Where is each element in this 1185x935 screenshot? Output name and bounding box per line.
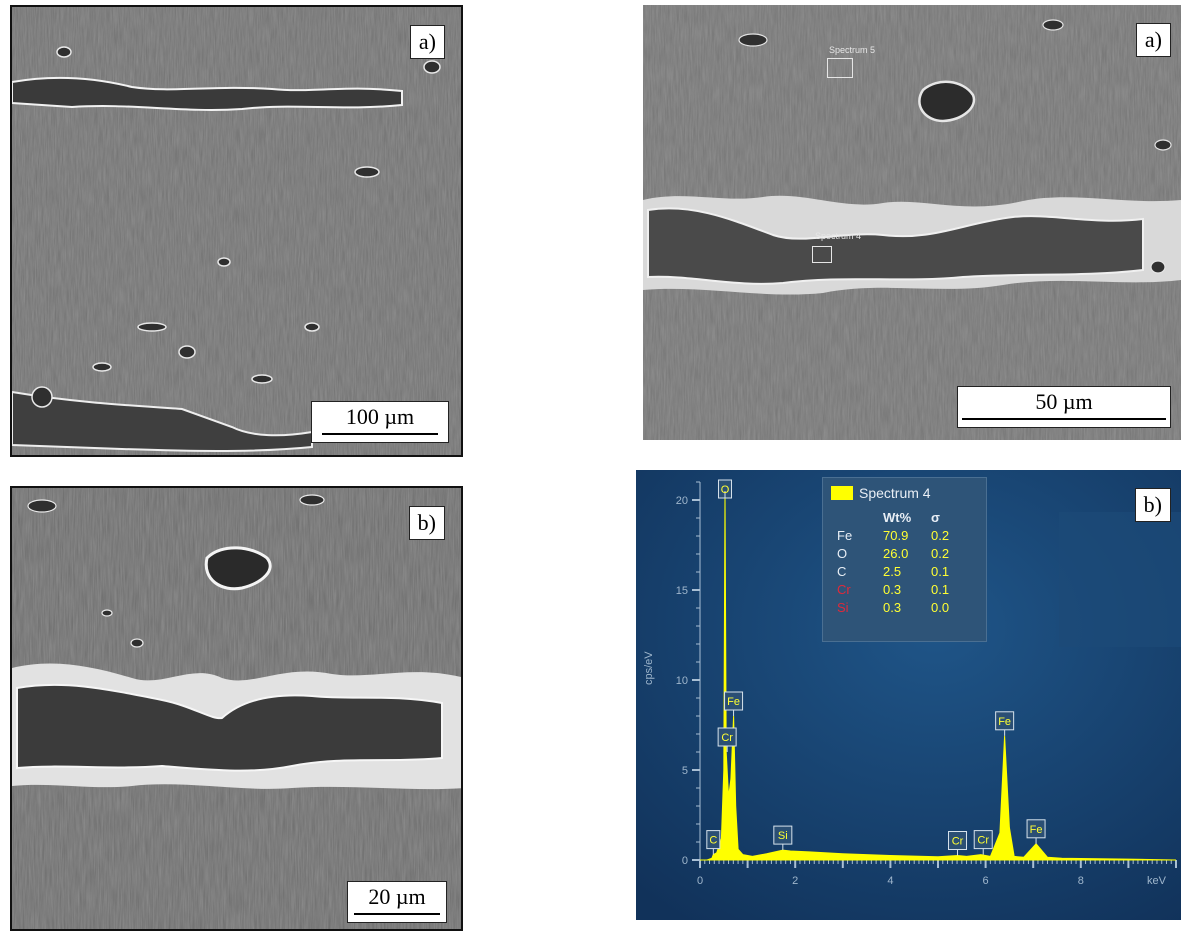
wear-scar-band bbox=[12, 663, 461, 790]
wt-cell: 70.9 bbox=[883, 527, 909, 543]
scale-bar-label: 50 µm bbox=[1035, 389, 1093, 414]
sem-texture-top-right bbox=[643, 5, 1181, 440]
peak-label-text: Fe bbox=[998, 716, 1011, 728]
wt-cell: 0.3 bbox=[883, 599, 902, 615]
scale-bar-line bbox=[354, 913, 440, 915]
element-cell: O bbox=[837, 545, 848, 561]
composition-header-row: Wt% σ bbox=[837, 508, 979, 526]
y-tick-label: 5 bbox=[682, 765, 688, 777]
peak-label: Si bbox=[773, 825, 793, 851]
element-cell: Cr bbox=[837, 581, 851, 597]
peak-label-text: Cr bbox=[952, 836, 964, 848]
peak-label-text: Cr bbox=[977, 835, 989, 847]
spectrum-5-label: Spectrum 5 bbox=[829, 45, 876, 55]
y-tick-label: 15 bbox=[676, 585, 688, 597]
panel-tag-b: b) bbox=[1134, 488, 1171, 522]
y-tick-label: 20 bbox=[676, 495, 688, 507]
peak-label-box bbox=[973, 830, 993, 850]
scale-bar-line bbox=[962, 418, 1166, 420]
sem-texture-top-left bbox=[12, 7, 461, 455]
peak-label-text: Si bbox=[778, 830, 788, 842]
element-cell: Si bbox=[837, 599, 849, 615]
wear-scar-bottom-band bbox=[12, 390, 313, 452]
sem-image-bottom-left: b) 20 µm bbox=[10, 486, 463, 931]
composition-row: C 2.5 0.1 bbox=[837, 562, 979, 580]
sem-image-top-left: a) 100 µm bbox=[10, 5, 463, 457]
spectrum-4-label: Spectrum 4 bbox=[815, 231, 862, 241]
spectrum-5-box bbox=[827, 58, 853, 78]
wear-debris-spots bbox=[27, 494, 325, 648]
peak-label: C bbox=[706, 830, 721, 855]
sem-texture-bottom-left bbox=[12, 488, 461, 929]
scale-bar: 50 µm bbox=[957, 386, 1171, 428]
peak-label-box bbox=[773, 825, 793, 845]
legend-title: Spectrum 4 bbox=[859, 485, 931, 501]
sigma-cell: 0.0 bbox=[931, 599, 950, 615]
peak-label: Fe bbox=[724, 691, 744, 716]
spectrum-4-box bbox=[812, 246, 832, 263]
scale-bar-label: 20 µm bbox=[368, 884, 426, 909]
scale-bar: 20 µm bbox=[347, 881, 447, 923]
wear-scar-top-band bbox=[12, 76, 403, 111]
y-tick-label: 10 bbox=[676, 675, 688, 687]
wear-debris-spots bbox=[31, 46, 441, 408]
peak-label-box bbox=[706, 830, 721, 850]
scale-bar: 100 µm bbox=[311, 401, 449, 443]
peak-label-text: Fe bbox=[1030, 824, 1043, 836]
panel-tag-b: b) bbox=[408, 506, 445, 540]
wear-pit bbox=[204, 546, 272, 591]
peak-label: O bbox=[717, 479, 732, 499]
composition-row: Cr 0.3 0.1 bbox=[837, 580, 979, 598]
panel-tag-a: a) bbox=[409, 25, 445, 59]
eds-spectrum-chart: 0 5 10 15 20 0 2 4 6 8 keV O Fe Cr C Si Cr Cr Fe Fe cps/eV bbox=[636, 470, 1181, 920]
composition-row: O 26.0 0.2 bbox=[837, 544, 979, 562]
sigma-cell: 0.1 bbox=[931, 581, 950, 597]
panel-tag-a: a) bbox=[1135, 23, 1171, 57]
y-tick-label: 0 bbox=[682, 855, 688, 867]
sigma-cell: 0.2 bbox=[931, 527, 950, 543]
y-axis-label: cps/eV bbox=[643, 651, 655, 685]
peak-label: Cr bbox=[717, 727, 737, 752]
peak-label: Fe bbox=[995, 711, 1015, 736]
wear-pit bbox=[918, 80, 976, 123]
peak-label-text: O bbox=[721, 484, 730, 496]
legend-swatch bbox=[831, 486, 853, 500]
peak-label: Cr bbox=[973, 830, 993, 855]
composition-row: Si 0.3 0.0 bbox=[837, 598, 979, 616]
scale-bar-line bbox=[322, 433, 438, 435]
wt-cell: 2.5 bbox=[883, 563, 902, 579]
x-tick-label: 2 bbox=[792, 875, 798, 887]
spectrum-area bbox=[700, 490, 1177, 861]
eds-legend: Spectrum 4 Wt% σ Fe 70.9 0.2 O 26.0 0.2 C 2.5 0.… bbox=[822, 477, 987, 642]
col-element bbox=[837, 508, 883, 526]
x-axis-unit: keV bbox=[1147, 875, 1167, 887]
wear-debris-spots bbox=[738, 19, 1172, 274]
col-sigma: σ bbox=[931, 509, 940, 525]
composition-row: Fe 70.9 0.2 bbox=[837, 526, 979, 544]
composition-table: Wt% σ Fe 70.9 0.2 O 26.0 0.2 C 2.5 0.1 Cr 0.3 0.1 Si… bbox=[837, 508, 979, 616]
wear-scar-band bbox=[643, 195, 1181, 295]
peak-label: Cr bbox=[948, 831, 968, 856]
col-wt: Wt% bbox=[883, 509, 912, 525]
peak-label-text: Fe bbox=[727, 696, 740, 708]
element-cell: C bbox=[837, 563, 847, 579]
sigma-cell: 0.2 bbox=[931, 545, 950, 561]
wt-cell: 26.0 bbox=[883, 545, 909, 561]
x-tick-label: 0 bbox=[697, 875, 703, 887]
sigma-cell: 0.1 bbox=[931, 563, 950, 579]
wt-cell: 0.3 bbox=[883, 581, 902, 597]
legend-header: Spectrum 4 bbox=[831, 485, 931, 501]
peak-label-text: Cr bbox=[721, 732, 733, 744]
x-tick-label: 4 bbox=[887, 875, 893, 887]
peak-label-text: C bbox=[709, 835, 717, 847]
eds-spectrum-panel: 0 5 10 15 20 0 2 4 6 8 keV O Fe Cr C Si Cr Cr Fe Fe cps/eV… bbox=[636, 470, 1181, 920]
sem-image-top-right: Spectrum 5 Spectrum 4 a) 50 µm bbox=[643, 5, 1181, 440]
peak-label: Fe bbox=[1026, 819, 1046, 844]
scale-bar-label: 100 µm bbox=[345, 404, 415, 429]
element-cell: Fe bbox=[837, 527, 853, 543]
x-tick-label: 6 bbox=[983, 875, 989, 887]
x-tick-label: 8 bbox=[1078, 875, 1084, 887]
